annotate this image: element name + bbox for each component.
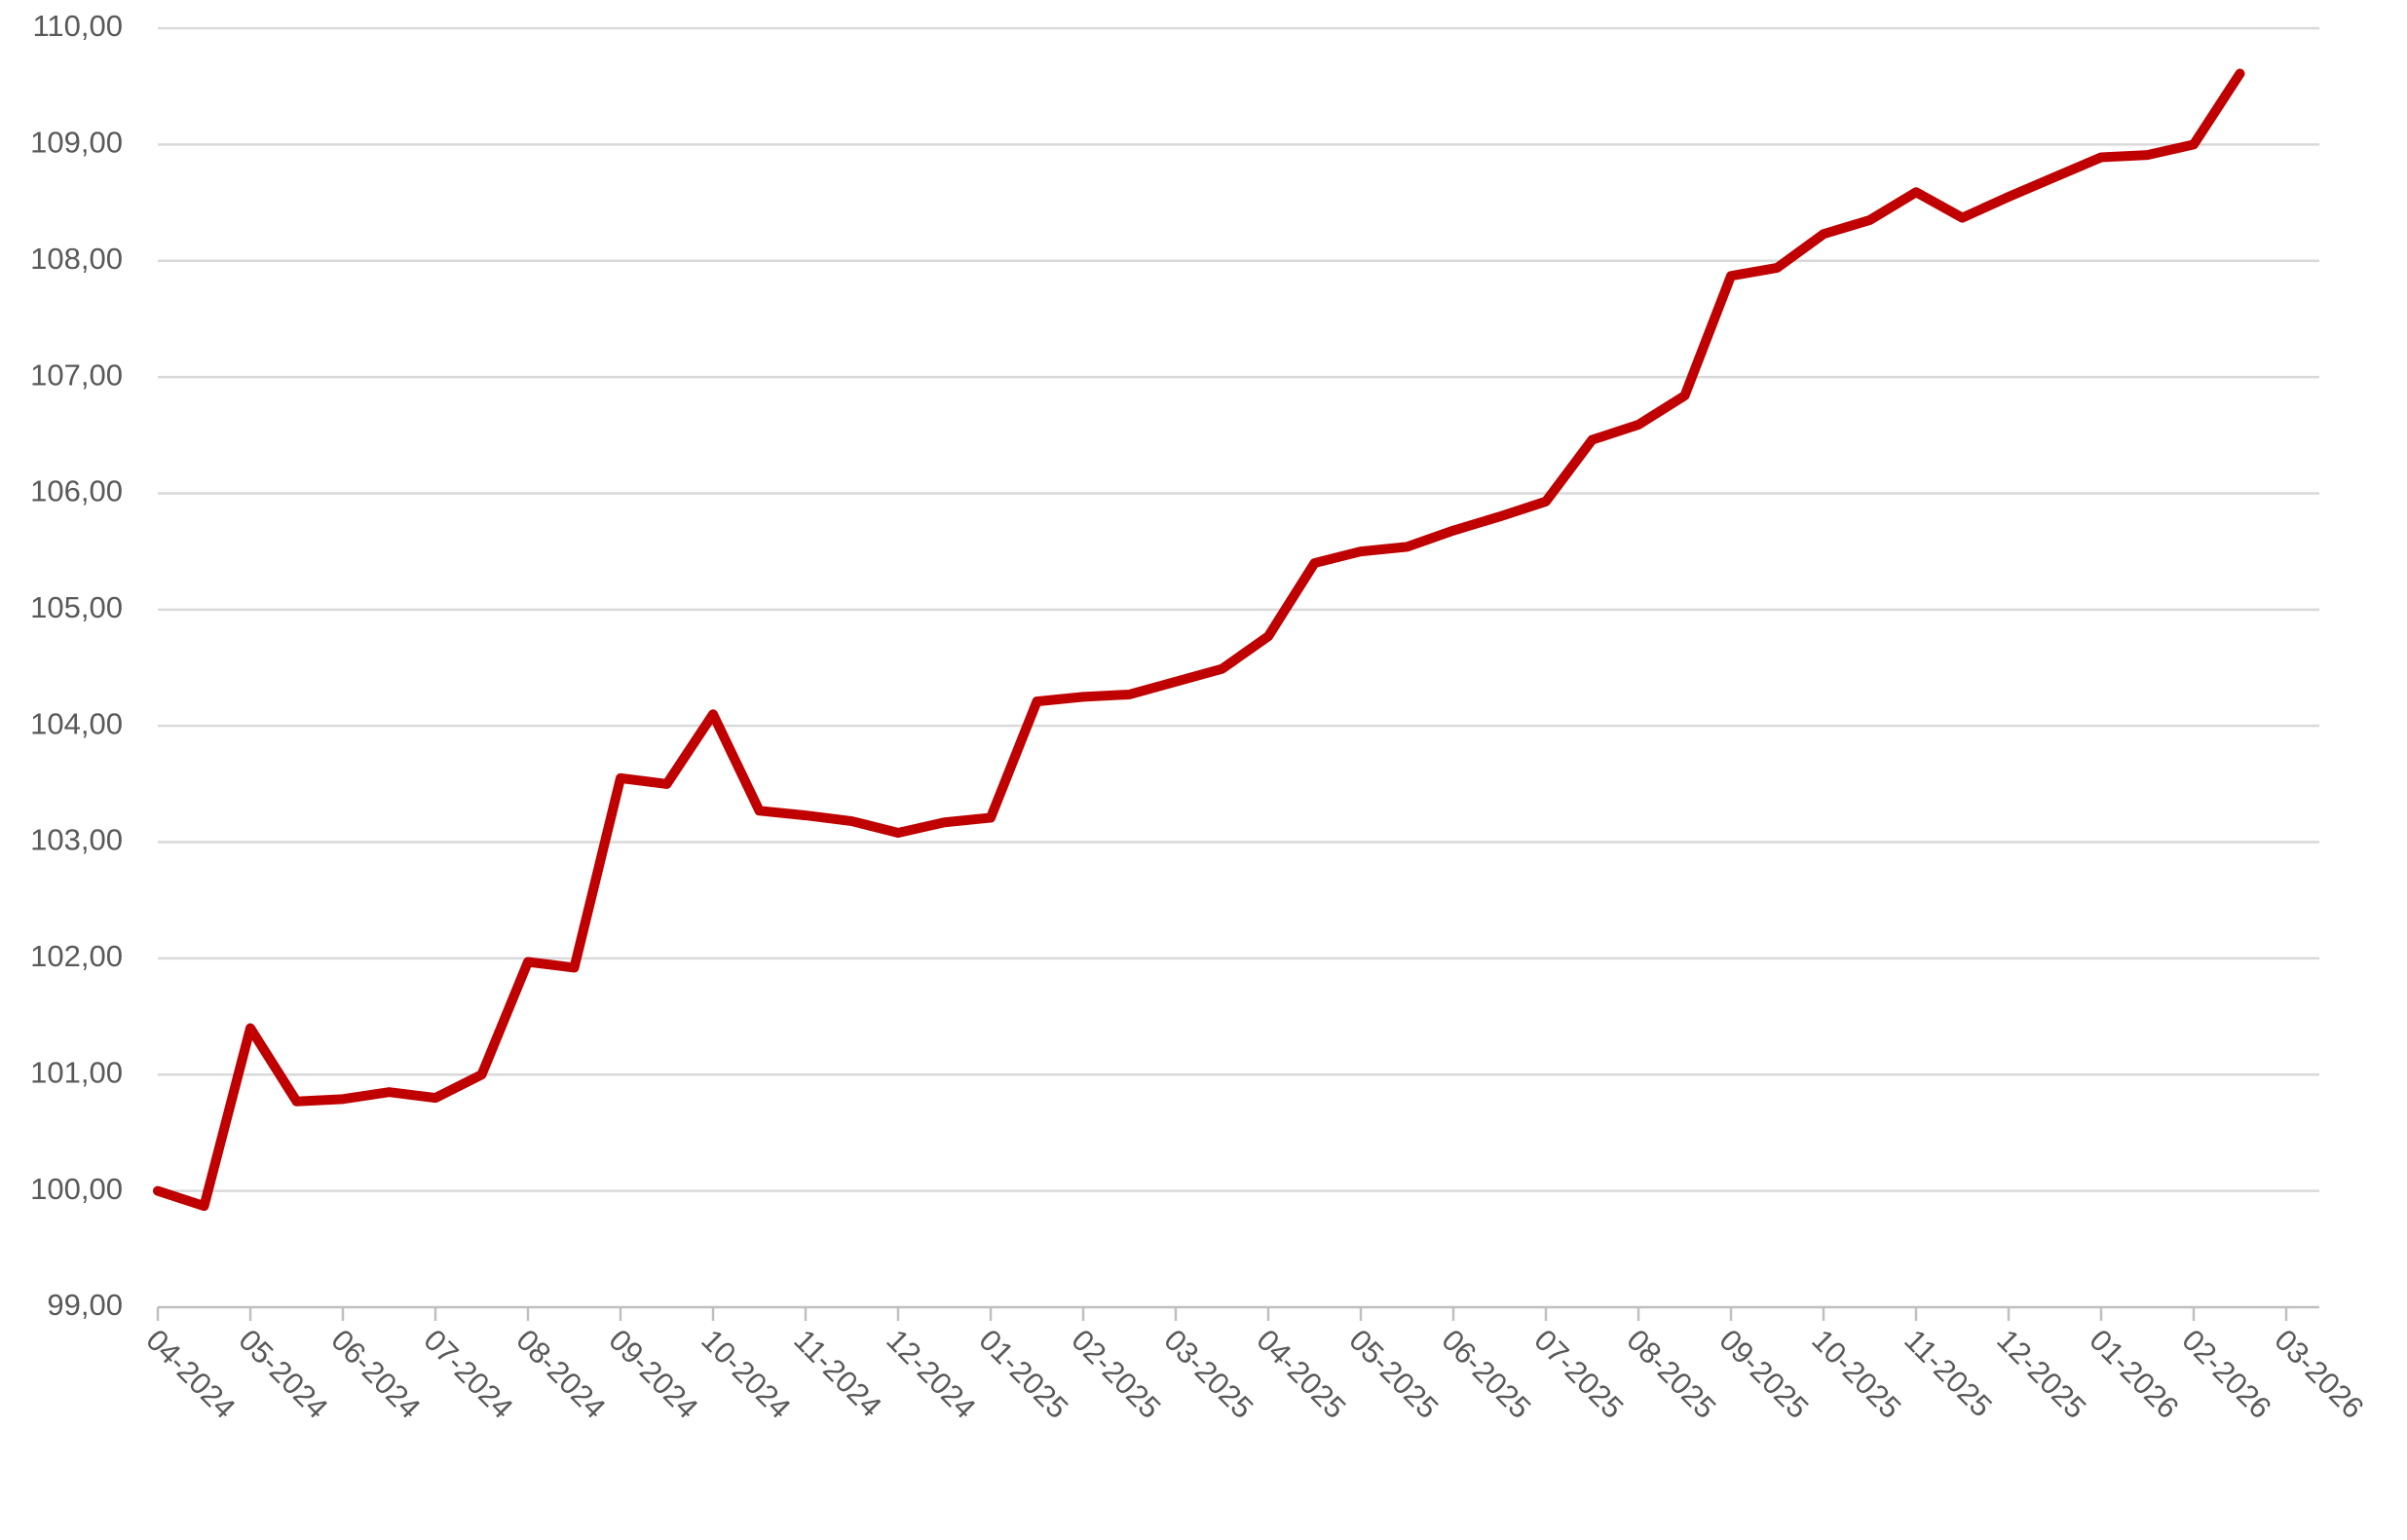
x-tick-label: 09-2025	[1712, 1323, 1815, 1425]
x-tick-label: 10-2025	[1805, 1323, 1907, 1425]
x-tick-label: 11-2025	[1898, 1323, 1999, 1424]
x-tick-label: 09-2024	[602, 1323, 704, 1425]
x-tick-label: 06-2024	[324, 1323, 427, 1425]
x-tick-label: 02-2025	[1065, 1323, 1167, 1425]
y-tick-label: 104,00	[30, 706, 123, 740]
x-tick-label: 12-2025	[1990, 1323, 2092, 1425]
data-line	[153, 68, 2245, 1212]
y-tick-label: 102,00	[30, 939, 123, 973]
x-tick-label: 10-2024	[695, 1323, 797, 1425]
y-tick-label: 100,00	[30, 1172, 123, 1206]
y-tick-label: 110,00	[32, 9, 123, 43]
y-tick-label: 108,00	[30, 242, 123, 276]
x-tick-label: 03-2026	[2268, 1323, 2370, 1425]
y-tick-label: 106,00	[30, 474, 123, 508]
x-tick-label: 05-2024	[232, 1323, 334, 1425]
y-tick-label: 101,00	[30, 1055, 123, 1089]
x-tick-label: 07-2025	[1527, 1323, 1630, 1425]
x-tick-label: 08-2024	[509, 1323, 612, 1425]
x-tick-label: 01-2026	[2083, 1323, 2185, 1425]
x-tick-label: 08-2025	[1620, 1323, 1722, 1425]
y-tick-label: 99,00	[47, 1288, 123, 1322]
x-tick-label: 04-2024	[139, 1323, 242, 1425]
x-tick-label: 01-2025	[972, 1323, 1074, 1425]
x-tick-label: 04-2025	[1250, 1323, 1352, 1425]
x-tick-label: 11-2024	[787, 1323, 888, 1424]
y-tick-label: 109,00	[30, 126, 123, 160]
x-tick-label: 07-2024	[417, 1323, 519, 1425]
x-tick-label: 06-2025	[1435, 1323, 1537, 1425]
x-tick-label: 02-2026	[2175, 1323, 2277, 1425]
y-tick-label: 107,00	[30, 357, 123, 392]
x-tick-label: 03-2025	[1157, 1323, 1260, 1425]
y-tick-label: 103,00	[30, 823, 123, 857]
x-tick-label: 05-2025	[1342, 1323, 1445, 1425]
x-tick-label: 12-2024	[880, 1323, 982, 1425]
y-tick-label: 105,00	[30, 590, 123, 624]
